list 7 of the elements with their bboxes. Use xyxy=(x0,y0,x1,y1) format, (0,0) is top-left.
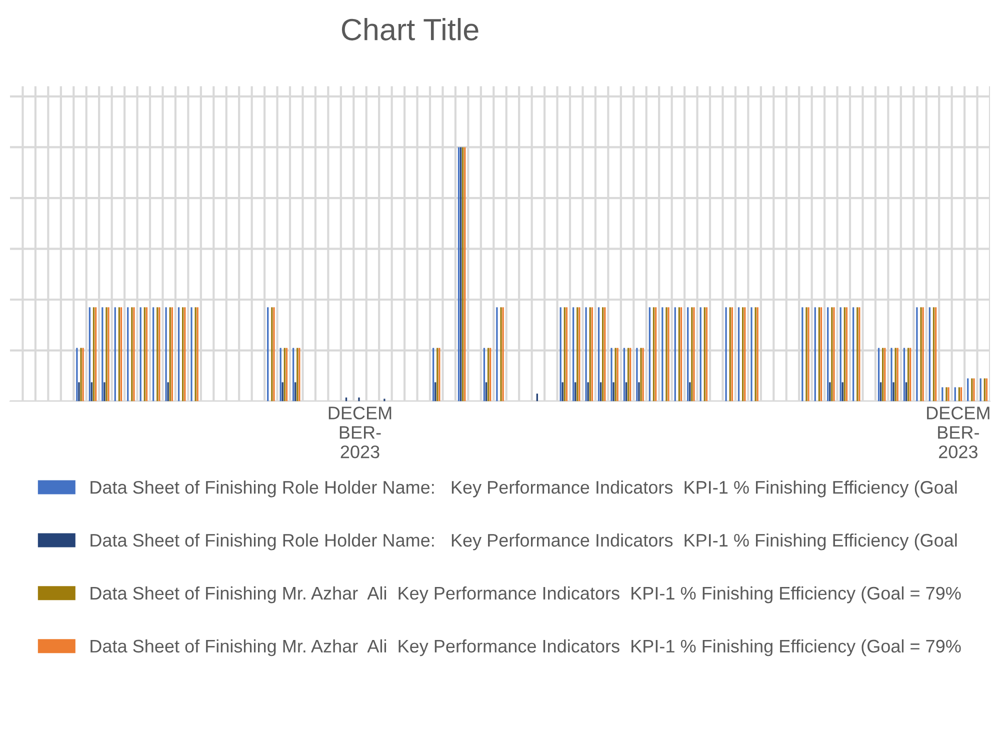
legend-label: Data Sheet of Finishing Role Holder Name: Key Performance Indicators KPI-1 % Finishing Efficiency (Goal xyxy=(90,533,957,550)
legend-label: Data Sheet of Finishing Role Holder Name: Key Performance Indicators KPI-1 % Finishing Efficiency (Goal xyxy=(90,480,957,498)
legend-label: Data Sheet of Finishing Mr. Azhar Ali Key Performance Indicators KPI-1 % Finishing Efficiency (Goal = 79% xyxy=(90,586,961,604)
x-tick-label: DECEM BER- 2023 xyxy=(927,406,990,458)
chart-title: Chart Title xyxy=(342,18,478,40)
x-tick-label: DECEM BER- 2023 xyxy=(328,406,392,458)
legend-label: Data Sheet of Finishing Mr. Azhar Ali Key Performance Indicators KPI-1 % Finishing Efficiency (Goal = 79% xyxy=(90,639,961,656)
